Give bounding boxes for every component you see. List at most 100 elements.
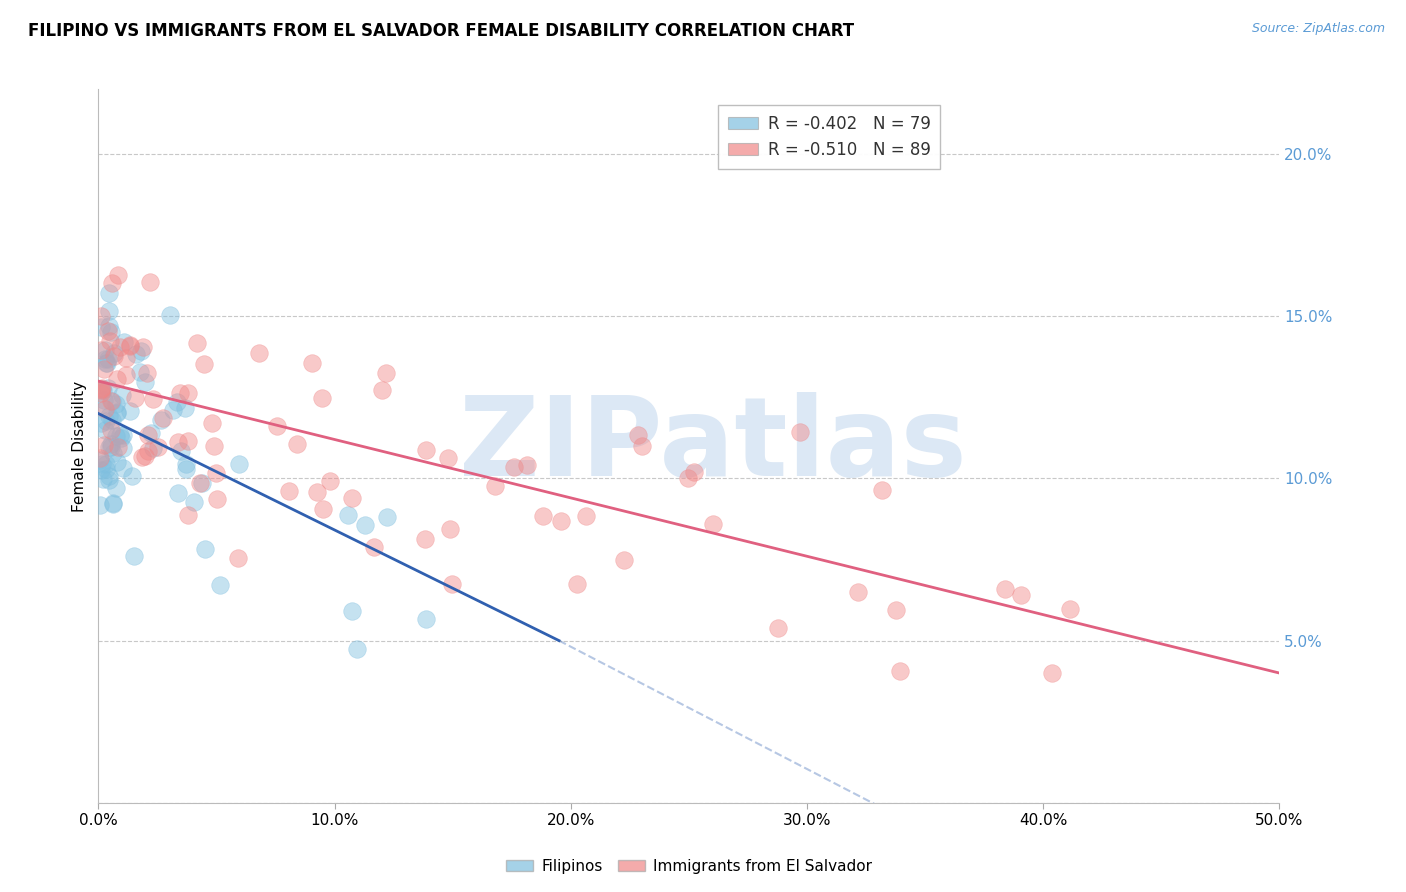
Point	[97, 441, 120, 455]
Point	[516, 458, 538, 472]
Point	[96, 356, 118, 370]
Point	[110, 428, 132, 442]
Point	[441, 577, 464, 591]
Point	[346, 641, 368, 656]
Text: ZIPatlas: ZIPatlas	[458, 392, 966, 500]
Point	[150, 413, 173, 427]
Point	[134, 449, 156, 463]
Point	[682, 465, 704, 479]
Point	[190, 475, 212, 490]
Point	[136, 427, 159, 442]
Point	[131, 450, 153, 465]
Point	[188, 476, 211, 491]
Point	[121, 468, 143, 483]
Point	[266, 419, 288, 434]
Point	[97, 409, 120, 423]
Point	[111, 388, 134, 402]
Point	[100, 393, 122, 408]
Point	[105, 406, 128, 420]
Point	[531, 508, 554, 523]
Point	[340, 604, 363, 618]
Point	[98, 334, 121, 348]
Point	[152, 411, 174, 425]
Point	[889, 664, 911, 678]
Point	[98, 468, 121, 483]
Point	[105, 481, 128, 495]
Point	[205, 492, 228, 507]
Point	[994, 582, 1017, 596]
Point	[94, 351, 117, 366]
Point	[115, 351, 138, 365]
Point	[174, 458, 197, 472]
Point	[94, 343, 117, 358]
Point	[337, 508, 360, 522]
Point	[101, 446, 124, 460]
Point	[631, 440, 654, 454]
Point	[93, 362, 115, 376]
Point	[176, 434, 198, 449]
Point	[183, 495, 205, 509]
Point	[846, 584, 869, 599]
Point	[166, 395, 188, 409]
Point	[94, 423, 117, 437]
Point	[142, 441, 165, 455]
Point	[108, 340, 131, 354]
Point	[90, 343, 112, 358]
Point	[136, 367, 159, 381]
Point	[575, 509, 598, 524]
Point	[105, 455, 128, 469]
Point	[228, 457, 250, 471]
Point	[678, 471, 700, 485]
Point	[363, 540, 385, 554]
Point	[98, 319, 121, 334]
Point	[872, 483, 894, 497]
Point	[139, 426, 162, 441]
Point	[96, 414, 118, 428]
Point	[112, 334, 135, 349]
Point	[167, 486, 190, 500]
Point	[100, 326, 122, 340]
Point	[100, 437, 122, 451]
Point	[118, 403, 141, 417]
Point	[415, 612, 437, 626]
Point	[89, 451, 111, 466]
Point	[439, 522, 461, 536]
Point	[101, 393, 124, 408]
Point	[118, 339, 141, 353]
Point	[205, 466, 228, 480]
Point	[91, 472, 114, 486]
Legend: Filipinos, Immigrants from El Salvador: Filipinos, Immigrants from El Salvador	[501, 853, 877, 880]
Point	[176, 461, 198, 475]
Point	[247, 346, 270, 360]
Point	[125, 347, 148, 361]
Point	[177, 508, 200, 523]
Point	[201, 416, 224, 430]
Point	[107, 268, 129, 282]
Text: FILIPINO VS IMMIGRANTS FROM EL SALVADOR FEMALE DISABILITY CORRELATION CHART: FILIPINO VS IMMIGRANTS FROM EL SALVADOR …	[28, 22, 855, 40]
Point	[565, 577, 588, 591]
Point	[112, 427, 135, 442]
Point	[107, 405, 129, 419]
Point	[97, 286, 120, 301]
Point	[138, 275, 160, 289]
Point	[90, 381, 112, 395]
Point	[1059, 601, 1081, 615]
Point	[170, 443, 193, 458]
Point	[374, 366, 396, 380]
Point	[100, 413, 122, 427]
Point	[1040, 666, 1063, 681]
Point	[312, 502, 335, 516]
Point	[111, 461, 134, 475]
Point	[285, 437, 308, 451]
Point	[766, 621, 789, 635]
Point	[1010, 588, 1032, 602]
Point	[97, 325, 120, 339]
Point	[129, 365, 152, 379]
Point	[226, 551, 249, 566]
Point	[122, 549, 145, 564]
Point	[134, 375, 156, 389]
Point	[98, 473, 121, 487]
Point	[89, 309, 111, 323]
Point	[129, 343, 152, 358]
Point	[413, 533, 436, 547]
